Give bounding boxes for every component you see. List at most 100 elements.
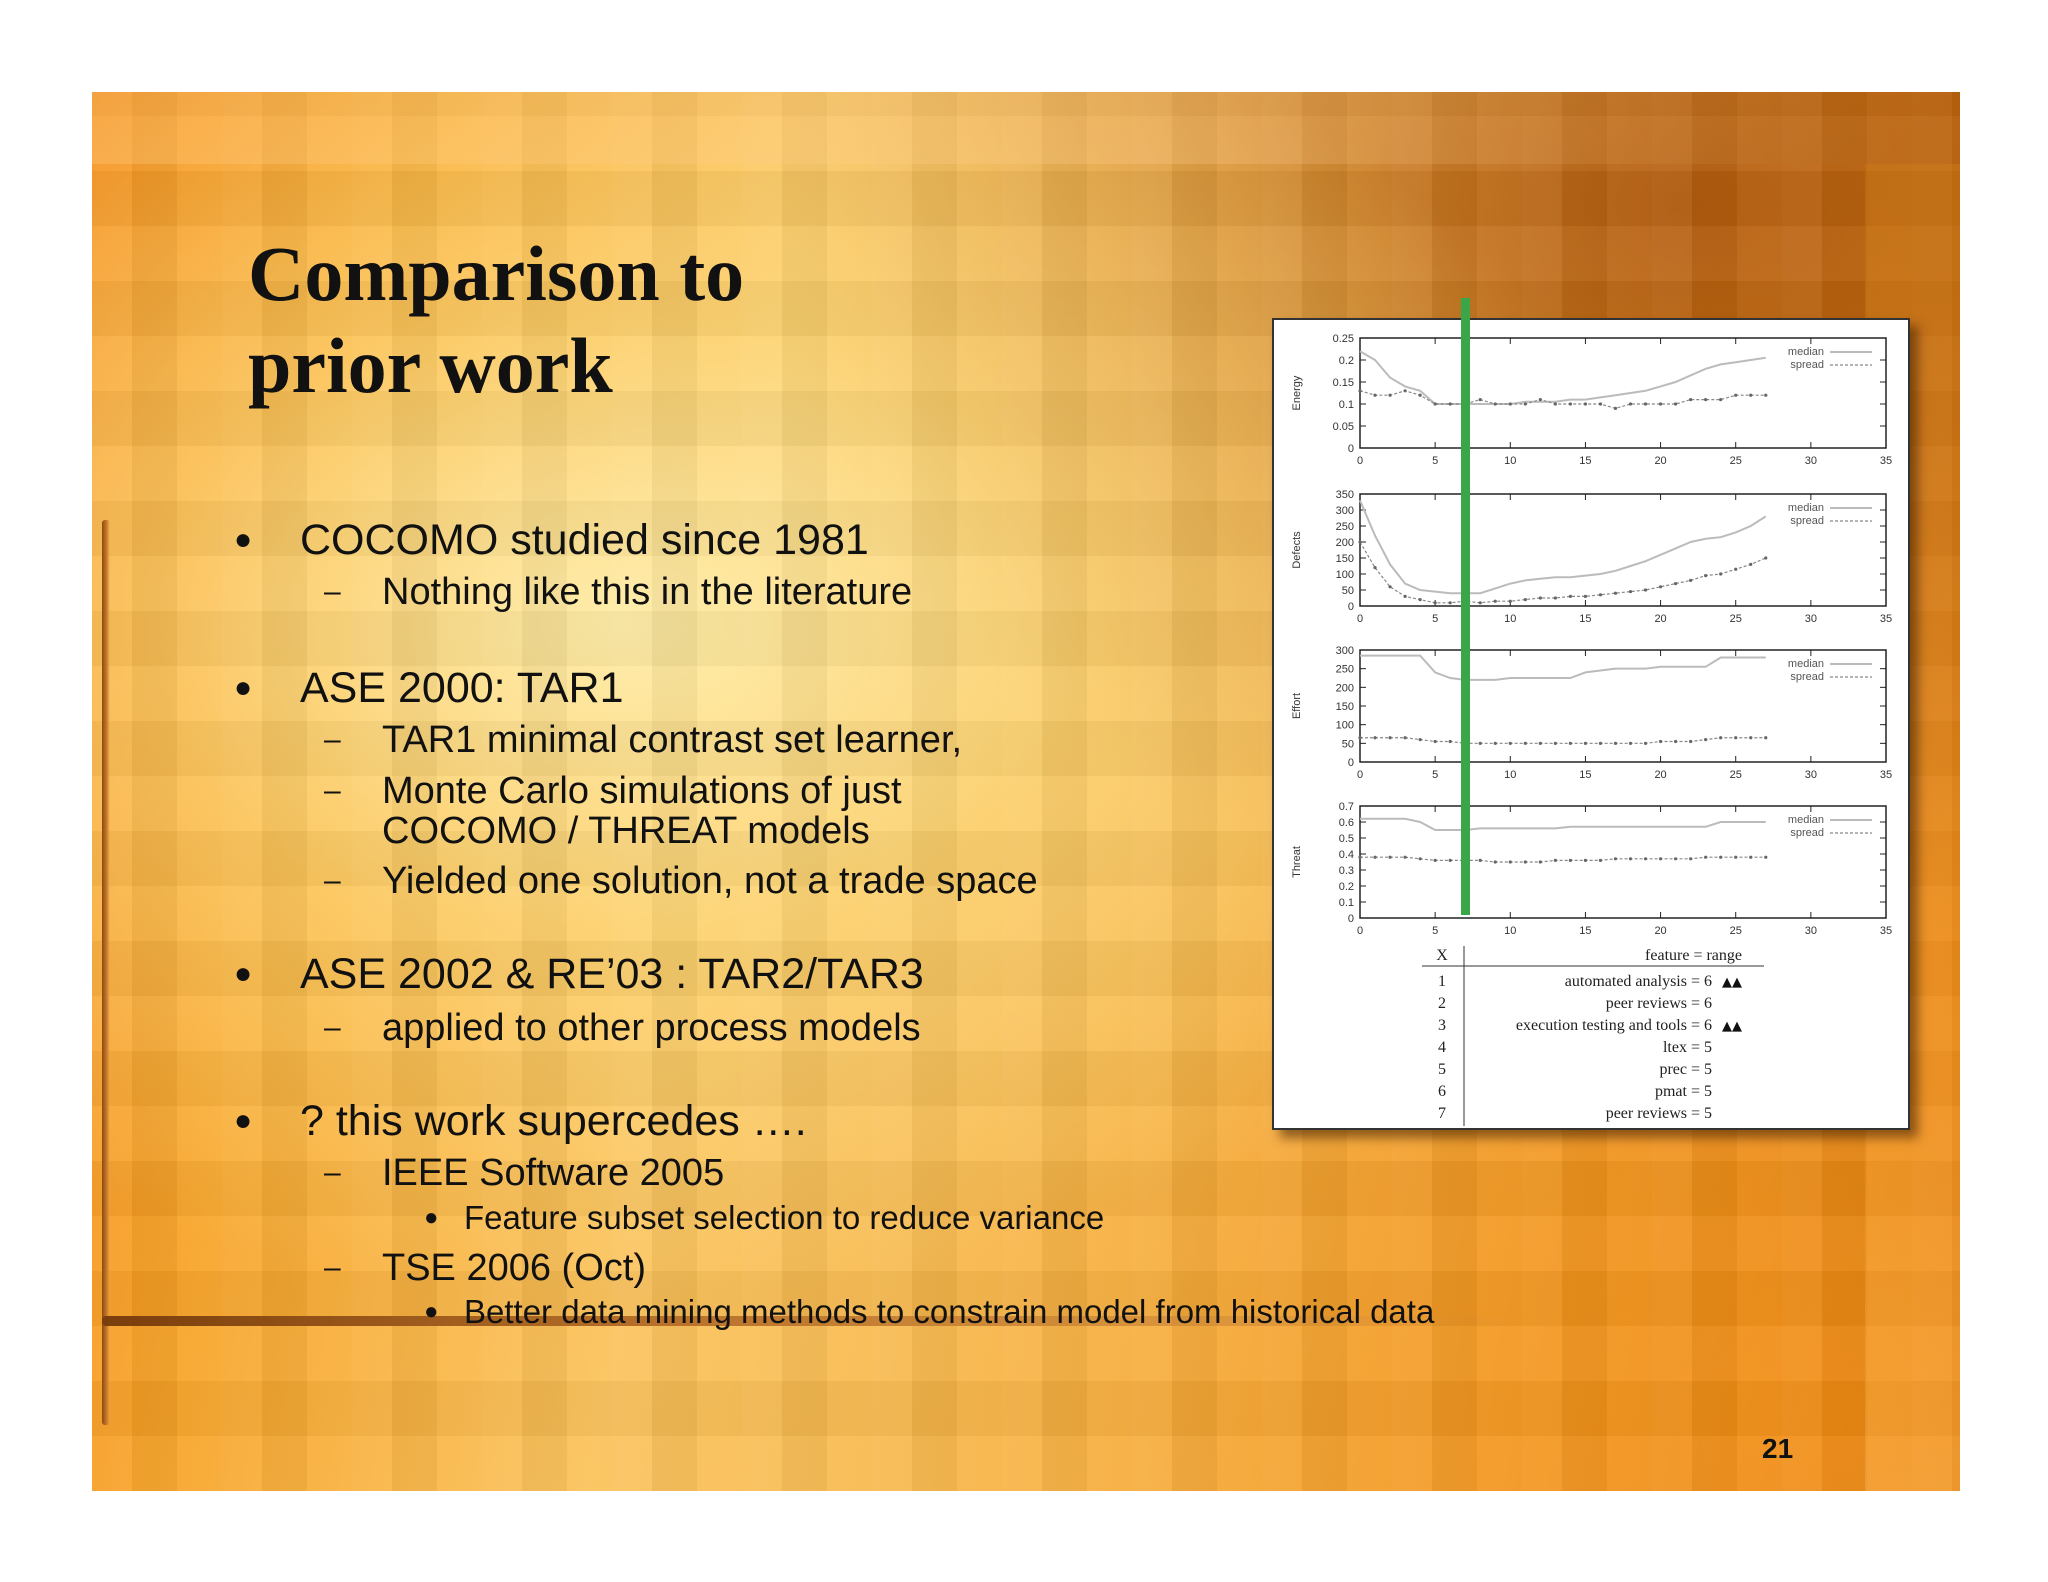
- series-point-spread: [1508, 402, 1512, 406]
- x-tick-label: 25: [1730, 769, 1742, 781]
- y-tick-label: 300: [1336, 645, 1354, 657]
- series-point-spread: [1538, 860, 1542, 864]
- series-point-spread: [1643, 741, 1648, 745]
- page-number: 21: [1762, 1433, 1794, 1464]
- series-point-spread: [1658, 402, 1663, 406]
- highlight-bar: [1461, 298, 1470, 915]
- y-tick-label: 0.05: [1333, 421, 1354, 433]
- bullet-item: ASE 2002 & RE’03 : TAR2/TAR3: [234, 952, 924, 996]
- x-tick-label: 25: [1730, 613, 1742, 625]
- y-tick-label: 150: [1336, 553, 1354, 565]
- y-tick-label: 300: [1336, 505, 1354, 517]
- slide-title: Comparison to prior work: [248, 230, 745, 409]
- table-cell-x: 1: [1438, 973, 1446, 990]
- series-point-spread: [1764, 556, 1768, 560]
- series-point-spread: [1674, 402, 1678, 406]
- series-point-spread: [1433, 402, 1437, 406]
- table-cell-feature: peer reviews = 6: [1606, 995, 1712, 1012]
- y-tick-label: 0: [1348, 601, 1354, 613]
- series-point-spread: [1764, 736, 1768, 740]
- legend-label: spread: [1790, 827, 1824, 839]
- series-point-spread: [1448, 739, 1452, 744]
- series-point-spread: [1508, 741, 1512, 745]
- top-band: [92, 92, 1960, 164]
- series-point-spread: [1478, 601, 1482, 605]
- series-point-spread: [1749, 393, 1753, 397]
- legend-label: spread: [1790, 515, 1824, 527]
- series-point-spread: [1523, 860, 1527, 864]
- table-cell-feature: peer reviews = 5: [1606, 1105, 1712, 1122]
- series-point-spread: [1734, 393, 1738, 397]
- sub-bullet-continuation: COCOMO / THREAT models: [382, 810, 870, 852]
- series-point-spread: [1433, 739, 1437, 744]
- y-tick-label: 250: [1336, 521, 1354, 533]
- x-tick-label: 15: [1579, 455, 1591, 467]
- table-cell-feature: prec = 5: [1659, 1061, 1712, 1078]
- series-point-spread: [1734, 567, 1738, 571]
- series-point-spread: [1764, 855, 1768, 859]
- bullet-item: ASE 2000: TAR1: [234, 666, 623, 710]
- x-tick-label: 20: [1654, 925, 1666, 937]
- x-tick-label: 20: [1654, 455, 1666, 467]
- legend-label: median: [1788, 814, 1824, 826]
- x-tick-label: 35: [1880, 613, 1892, 625]
- series-point-spread: [1523, 741, 1527, 745]
- table-cell-marks: ▲▲: [1722, 1019, 1742, 1034]
- x-tick-label: 30: [1805, 613, 1817, 625]
- table-header: feature = range: [1645, 947, 1742, 964]
- sub-bullet: IEEE Software 2005: [324, 1153, 724, 1193]
- series-point-spread: [1719, 398, 1723, 402]
- series-point-spread: [1643, 588, 1648, 592]
- series-point-spread: [1749, 855, 1753, 859]
- y-axis-label: Defects: [1291, 531, 1303, 569]
- x-tick-label: 15: [1579, 925, 1591, 937]
- series-point-spread: [1628, 402, 1633, 406]
- series-point-spread: [1583, 594, 1588, 598]
- series-point-spread: [1689, 398, 1693, 402]
- x-tick-label: 0: [1357, 455, 1363, 467]
- series-point-spread: [1689, 739, 1693, 744]
- series-line-spread: [1360, 856, 1766, 863]
- series-point-spread: [1643, 402, 1648, 406]
- x-tick-label: 20: [1654, 769, 1666, 781]
- series-point-spread: [1658, 739, 1663, 744]
- series-point-spread: [1433, 601, 1437, 605]
- sub-bullet: Monte Carlo simulations of just: [324, 771, 902, 811]
- series-point-spread: [1358, 855, 1362, 859]
- series-point-spread: [1358, 736, 1362, 740]
- y-tick-label: 200: [1336, 682, 1354, 694]
- series-point-spread: [1553, 858, 1557, 863]
- charts-and-table: 00.050.10.150.20.250 5 10 15 20 25 30 35Energym…: [1291, 333, 1892, 1126]
- table-cell-feature: ltex = 5: [1663, 1039, 1712, 1056]
- series-point-spread: [1418, 857, 1422, 861]
- x-tick-label: 5: [1432, 925, 1438, 937]
- series-point-spread: [1493, 599, 1497, 603]
- series-line-spread: [1359, 541, 1767, 604]
- table-cell-feature: pmat = 5: [1655, 1083, 1712, 1100]
- series-point-spread: [1358, 540, 1362, 544]
- series-point-spread: [1568, 858, 1572, 863]
- series-point-spread: [1388, 736, 1392, 740]
- y-tick-label: 50: [1342, 585, 1354, 597]
- series-point-spread: [1658, 857, 1663, 861]
- sub-sub-bullet: Feature subset selection to reduce varia…: [424, 1200, 1104, 1237]
- series-point-spread: [1358, 389, 1362, 393]
- y-tick-label: 0.5: [1339, 833, 1354, 845]
- table-cell-x: 6: [1438, 1083, 1446, 1100]
- series-point-spread: [1643, 857, 1648, 861]
- sub-sub-bullet: Better data mining methods to constrain …: [424, 1294, 1434, 1331]
- plot-frame: [1359, 337, 1887, 449]
- series-point-spread: [1373, 566, 1377, 570]
- table-cell-feature: execution testing and tools = 6: [1516, 1017, 1712, 1034]
- x-tick-label: 5: [1432, 613, 1438, 625]
- sub-bullet: applied to other process models: [324, 1008, 921, 1048]
- series-point-spread: [1598, 741, 1603, 745]
- x-tick-label: 10: [1504, 925, 1516, 937]
- series-point-spread: [1403, 389, 1407, 393]
- series-point-spread: [1508, 599, 1512, 603]
- table-cell-x: 3: [1438, 1017, 1446, 1034]
- y-axis-label: Energy: [1291, 375, 1303, 410]
- series-point-spread: [1538, 596, 1542, 600]
- y-tick-label: 100: [1336, 569, 1354, 581]
- x-tick-label: 0: [1357, 613, 1363, 625]
